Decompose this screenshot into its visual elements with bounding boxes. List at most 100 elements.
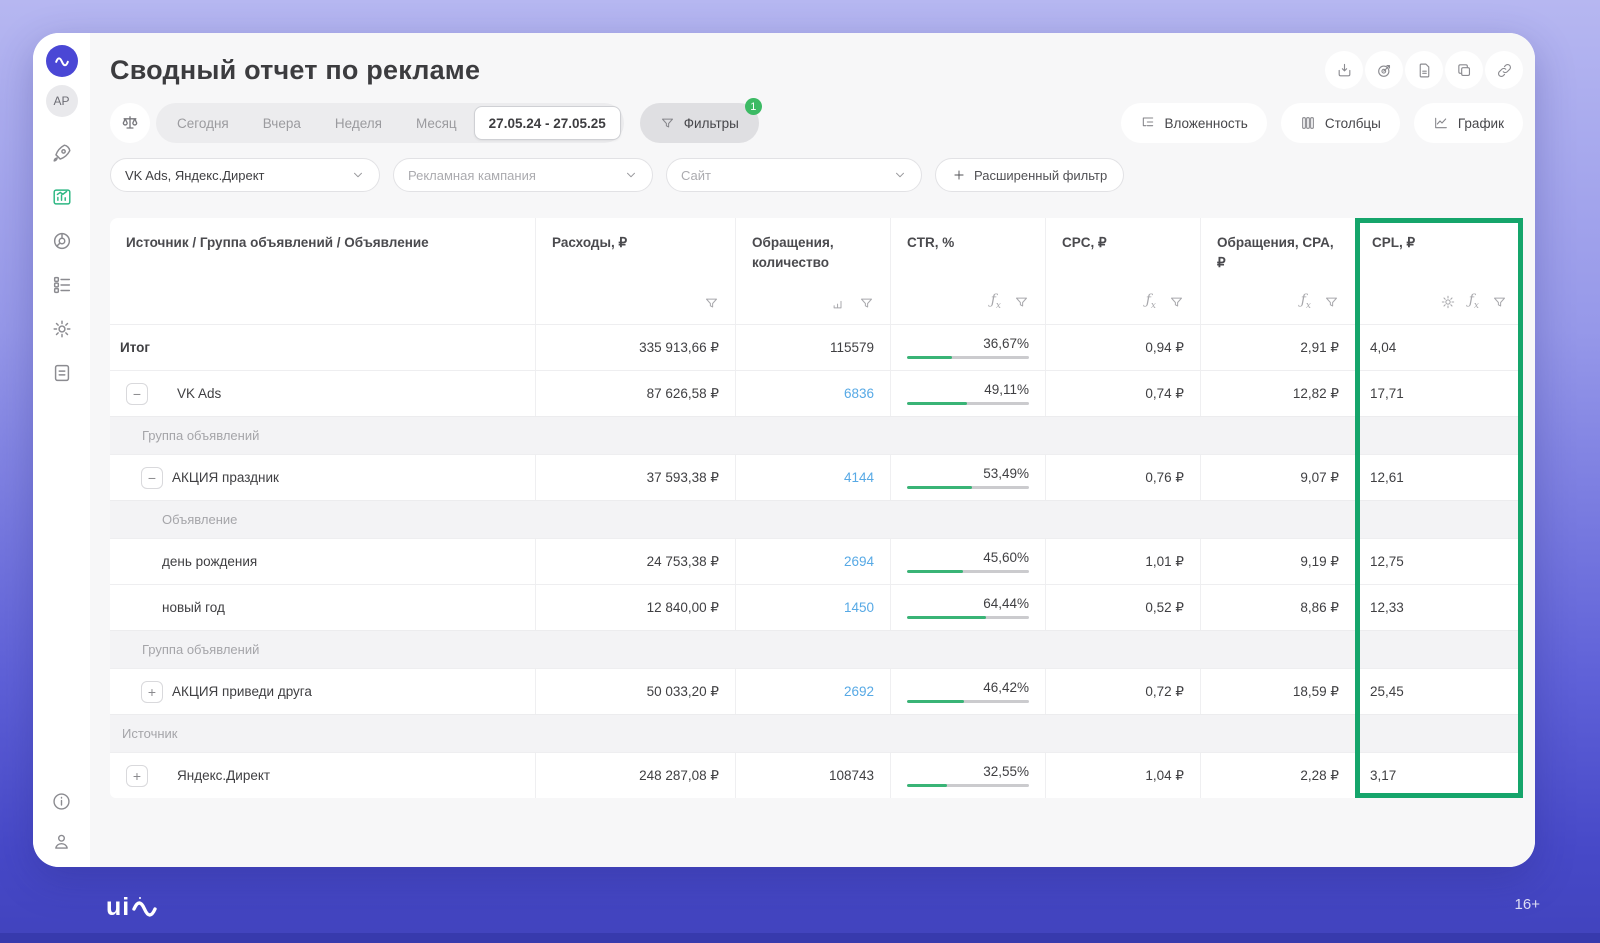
share-link-button[interactable] (1485, 51, 1523, 89)
document-button[interactable] (1405, 51, 1443, 89)
cpl-cell: 12,61 (1355, 455, 1523, 500)
expander-plus-button[interactable]: + (141, 680, 163, 703)
table-row: + Яндекс.Директ 248 287,08 ₽108743 32,55% 1,… (110, 752, 1523, 798)
sidebar-item-profile[interactable] (50, 829, 74, 853)
row-name-cell: + Яндекс.Директ (110, 753, 535, 798)
columns-button[interactable]: Столбцы (1280, 103, 1400, 143)
sidebar-item-settings[interactable] (50, 317, 74, 341)
sidebar-item-reports[interactable] (50, 185, 74, 209)
main-content: Сводный отчет по рекламе (90, 33, 1535, 867)
sidebar: AP (33, 33, 90, 867)
formula-icon[interactable]: ƒx (990, 292, 1001, 311)
cpa-cell: 2,28 ₽ (1200, 753, 1355, 798)
expander-minus-button[interactable]: − (141, 466, 163, 489)
tab-today[interactable]: Сегодня (160, 103, 246, 143)
sidebar-item-info[interactable] (50, 789, 74, 813)
formula-icon[interactable]: ƒx (1300, 292, 1311, 311)
ctr-value: 45,60% (983, 550, 1029, 565)
ctr-cell: 45,60% (890, 539, 1045, 584)
date-tab-group: Сегодня Вчера Неделя Месяц 27.05.24 - 27… (156, 103, 624, 143)
header-cpl: CPL, ₽ ƒx (1355, 218, 1523, 324)
compare-button[interactable] (110, 103, 150, 143)
sidebar-item-lists[interactable] (50, 273, 74, 297)
sidebar-item-dashboard[interactable] (50, 229, 74, 253)
row-name: VK Ads (177, 386, 222, 401)
cpa-cell: 9,19 ₽ (1200, 539, 1355, 584)
cpc-cell: 0,72 ₽ (1045, 669, 1200, 714)
leads-cell[interactable]: 2692 (735, 669, 890, 714)
sidebar-item-notes[interactable] (50, 361, 74, 385)
cost-cell: 37 593,38 ₽ (535, 455, 735, 500)
filters-button[interactable]: Фильтры 1 (639, 98, 762, 143)
cpc-cell: 0,74 ₽ (1045, 371, 1200, 416)
cost-cell: 248 287,08 ₽ (535, 753, 735, 798)
goal-button[interactable] (1365, 51, 1403, 89)
date-range-button[interactable]: 27.05.24 - 27.05.25 (473, 106, 621, 140)
row-name: Итог (120, 340, 151, 355)
nesting-button[interactable]: Вложенность (1120, 103, 1267, 143)
ctr-progress-fill (907, 784, 947, 787)
site-select[interactable]: Сайт (666, 158, 922, 192)
chevron-down-icon (627, 172, 635, 178)
cpc-cell: 0,52 ₽ (1045, 585, 1200, 630)
gear-icon[interactable] (1440, 294, 1456, 310)
leads-cell[interactable]: 6836 (735, 371, 890, 416)
row-name-cell: новый год (110, 585, 535, 630)
ctr-value: 64,44% (983, 596, 1029, 611)
cost-cell: 87 626,58 ₽ (535, 371, 735, 416)
advanced-filter-button[interactable]: Расширенный фильтр (935, 158, 1125, 192)
app-window: AP (33, 33, 1535, 867)
campaign-select[interactable]: Рекламная кампания (393, 158, 653, 192)
bar-chart-icon[interactable] (831, 296, 846, 311)
cpl-cell: 4,04 (1355, 325, 1523, 370)
copy-button[interactable] (1445, 51, 1483, 89)
site-select-placeholder: Сайт (681, 167, 711, 183)
chevron-down-icon (896, 172, 904, 178)
source-select[interactable]: VK Ads, Яндекс.Директ (110, 158, 380, 192)
row-name: АКЦИЯ праздник (172, 470, 279, 485)
leads-cell[interactable]: 1450 (735, 585, 890, 630)
footer-logo: ui (106, 895, 165, 920)
tab-month[interactable]: Месяц (399, 103, 474, 143)
filters-count-badge: 1 (744, 98, 762, 115)
formula-icon[interactable]: ƒx (1145, 292, 1156, 311)
filter-row: VK Ads, Яндекс.Директ Рекламная кампания… (110, 158, 1523, 192)
leads-cell[interactable]: 4144 (735, 455, 890, 500)
filter-icon[interactable] (1014, 295, 1029, 310)
chart-button[interactable]: График (1413, 103, 1523, 143)
page-header: Сводный отчет по рекламе (110, 33, 1523, 89)
ctr-progress-bar (907, 570, 1029, 573)
ctr-cell: 32,55% (890, 753, 1045, 798)
section-label: Объявление (162, 512, 238, 527)
table-row: + АКЦИЯ приведи друга 50 033,20 ₽2692 46,42… (110, 668, 1523, 714)
sidebar-item-rocket[interactable] (50, 141, 74, 165)
section-label: Источник (122, 726, 178, 741)
row-name-cell: − АКЦИЯ праздник (110, 455, 535, 500)
cpc-cell: 1,04 ₽ (1045, 753, 1200, 798)
filter-icon[interactable] (1324, 295, 1339, 310)
ctr-progress-bar (907, 616, 1029, 619)
header-leads: Обращения, количество (735, 218, 890, 324)
filter-icon[interactable] (1169, 295, 1184, 310)
tab-week[interactable]: Неделя (318, 103, 399, 143)
filter-icon[interactable] (859, 296, 874, 311)
toolbar: Сегодня Вчера Неделя Месяц 27.05.24 - 27… (110, 98, 1523, 143)
ctr-progress-bar (907, 402, 1029, 405)
filter-icon[interactable] (704, 296, 719, 311)
row-name: Яндекс.Директ (177, 768, 271, 783)
ctr-progress-fill (907, 402, 967, 405)
tab-yesterday[interactable]: Вчера (246, 103, 318, 143)
filter-icon[interactable] (1492, 295, 1507, 310)
expander-plus-button[interactable]: + (126, 764, 148, 787)
ctr-cell: 46,42% (890, 669, 1045, 714)
expander-minus-button[interactable]: − (126, 382, 148, 405)
leads-cell[interactable]: 2694 (735, 539, 890, 584)
cpa-cell: 8,86 ₽ (1200, 585, 1355, 630)
header-cpa: Обращения, CPA, ₽ ƒx (1200, 218, 1355, 324)
formula-icon[interactable]: ƒx (1468, 292, 1479, 311)
ctr-progress-bar (907, 356, 1029, 359)
section-label-row: Источник (110, 714, 1523, 752)
header-cpc: CPC, ₽ ƒx (1045, 218, 1200, 324)
avatar[interactable]: AP (45, 85, 78, 117)
download-button[interactable] (1325, 51, 1363, 89)
